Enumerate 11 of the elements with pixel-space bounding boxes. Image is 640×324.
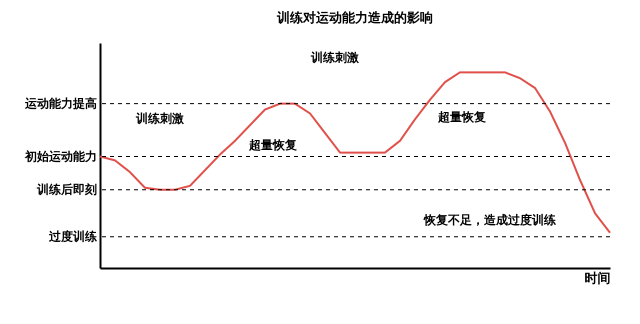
text: 训练刺激 — [310, 50, 360, 64]
x-axis-title: 时间 — [584, 272, 610, 286]
annotation: 超量恢复 — [248, 138, 297, 152]
ref-line-label: 运动能力提高 — [24, 96, 97, 111]
annotation: 训练刺激 — [135, 111, 185, 126]
ref-line-label: 初始运动能力 — [24, 149, 97, 164]
annotation: 超量恢复 — [436, 110, 486, 124]
annotation: 恢复不足，造成过度训练 — [423, 213, 556, 228]
ref-line-label: 过度训练 — [48, 230, 97, 244]
ref-line-label: 训练后即刻 — [36, 182, 97, 197]
chart-title: 训练对运动能力造成的影响 — [276, 10, 433, 26]
